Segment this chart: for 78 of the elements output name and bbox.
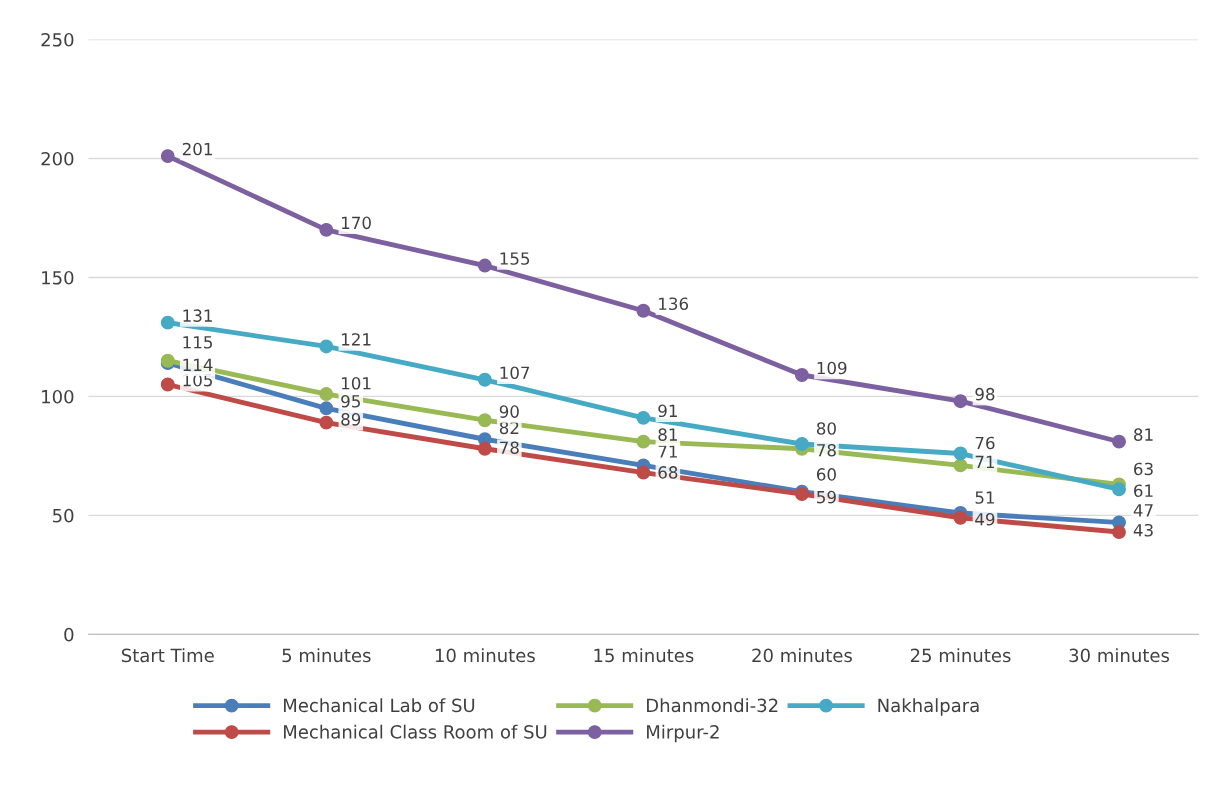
data-label: 59: [817, 490, 836, 504]
point: [636, 303, 651, 318]
y-tick-label: 250: [41, 32, 74, 47]
data-label: 60: [816, 468, 836, 481]
y-tick-label: 100: [42, 389, 74, 404]
y-tick-label: 200: [41, 151, 74, 166]
point: [953, 446, 968, 461]
data-label: 201: [182, 142, 212, 156]
point: [1112, 434, 1126, 449]
legend-label: Mechanical Lab of SU: [283, 698, 475, 713]
x-tick-label: 25 minutes: [910, 648, 1011, 663]
data-label: 71: [658, 445, 677, 458]
data-label: 115: [183, 336, 212, 349]
x-tick-label: 30 minutes: [1069, 648, 1170, 663]
x-tick-label: 20 minutes: [752, 648, 852, 663]
data-label: 47: [1133, 504, 1153, 517]
y-tick-label: 150: [42, 270, 74, 285]
point: [953, 394, 968, 409]
x-tick-label: 10 minutes: [435, 648, 535, 663]
point: [794, 437, 809, 451]
point: [636, 410, 651, 425]
data-label: 155: [500, 252, 530, 265]
point: [794, 368, 809, 382]
point: [160, 377, 175, 392]
data-label: 71: [975, 455, 995, 469]
point: [477, 258, 492, 273]
data-label: 68: [658, 466, 678, 479]
data-label: 107: [500, 366, 530, 380]
data-label: 90: [499, 405, 519, 418]
point: [1112, 482, 1126, 497]
data-label: 78: [500, 441, 519, 455]
point: [160, 315, 175, 330]
legend-label: Mechanical Class Room of SU: [283, 724, 547, 739]
data-label: 43: [1133, 523, 1153, 537]
y-tick-label: 0: [64, 627, 74, 642]
point: [477, 372, 492, 387]
data-label: 121: [342, 333, 371, 346]
data-label: 81: [658, 428, 677, 441]
data-label: 81: [1134, 428, 1153, 441]
data-label: 89: [341, 413, 361, 426]
data-label: 63: [1134, 462, 1153, 476]
point: [477, 441, 492, 456]
data-label: 95: [341, 394, 360, 408]
point: [1112, 525, 1126, 539]
data-label: 131: [183, 309, 212, 322]
point: [319, 401, 334, 416]
y-tick-label: 50: [53, 508, 74, 523]
data-label: 114: [183, 358, 213, 371]
data-label: 91: [658, 404, 677, 418]
point: [636, 434, 651, 449]
data-label: 51: [975, 491, 995, 504]
point: [319, 387, 334, 401]
data-label: 170: [342, 216, 371, 230]
data-label: 101: [342, 376, 371, 390]
point: [953, 458, 968, 473]
data-label: 82: [499, 421, 519, 435]
data-label: 76: [975, 436, 995, 450]
point: [160, 149, 175, 164]
point: [319, 415, 334, 430]
data-label: 105: [183, 373, 212, 387]
data-label: 80: [816, 422, 836, 435]
point: [636, 465, 651, 480]
data-label: 78: [817, 443, 836, 457]
data-label: 98: [975, 387, 995, 401]
data-label: 109: [817, 361, 847, 375]
x-tick-label: Start Time: [121, 648, 214, 663]
legend-label: Mirpur-2: [647, 724, 719, 743]
legend-label: Nakhalpara: [878, 698, 979, 716]
point: [319, 222, 334, 237]
legend-label: Dhanmondi-32: [647, 698, 778, 713]
data-label: 61: [1134, 484, 1153, 497]
point: [319, 339, 334, 354]
data-label: 49: [975, 512, 995, 526]
data-label: 136: [659, 297, 689, 311]
x-tick-label: 5 minutes: [282, 648, 371, 663]
point: [477, 413, 492, 428]
point: [953, 510, 968, 525]
x-tick-label: 15 minutes: [594, 648, 694, 663]
